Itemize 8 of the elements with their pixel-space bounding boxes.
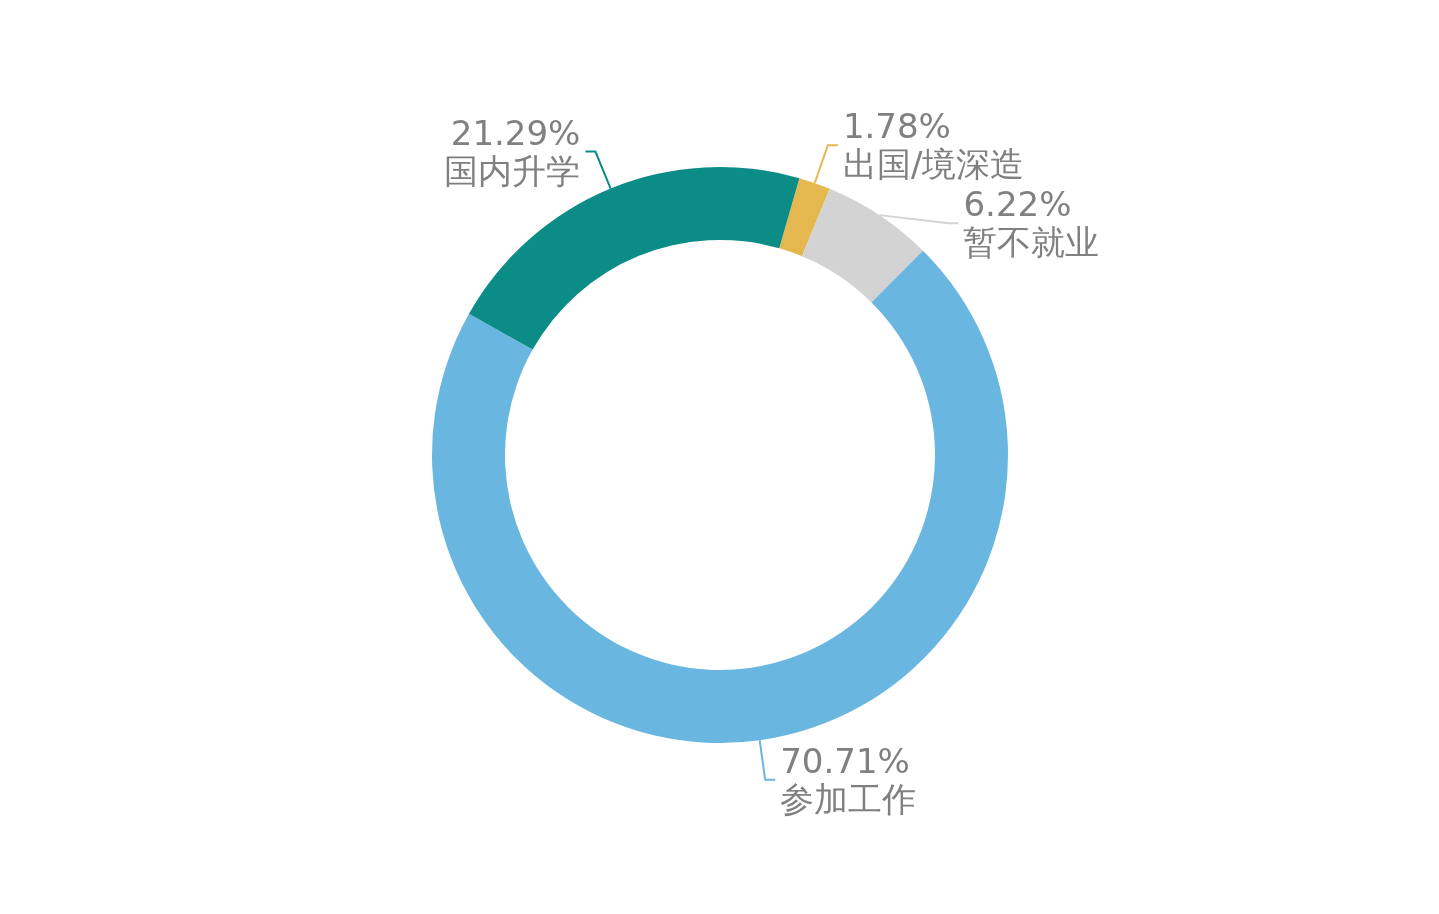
slice-label: 暂不就业 (963, 222, 1100, 263)
slice-label: 国内升学 (444, 150, 581, 191)
slice-label: 参加工作 (780, 778, 917, 819)
data-label: 1.78% (842, 106, 951, 147)
data-label: 21.29% (450, 112, 581, 153)
data-label: 6.22% (963, 184, 1072, 225)
data-label: 70.71% (780, 740, 910, 781)
slice-label: 出国/境深造 (842, 144, 1025, 185)
